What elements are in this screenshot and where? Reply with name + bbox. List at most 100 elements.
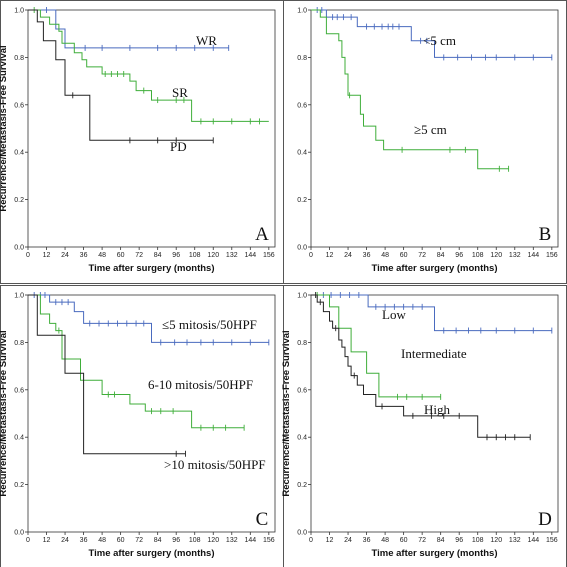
y-tick-label: 1.0: [297, 8, 307, 15]
survival-curve: [311, 294, 441, 398]
x-tick-label: 36: [80, 252, 88, 259]
x-tick-label: 12: [326, 252, 334, 259]
x-tick-label: 60: [400, 537, 408, 544]
series-label: ≥5 cm: [414, 122, 447, 137]
x-tick-label: 0: [26, 252, 30, 259]
x-tick-label: 60: [400, 252, 408, 259]
x-tick-label: 108: [472, 537, 484, 544]
x-tick-label: 144: [527, 537, 539, 544]
x-tick-label: 36: [363, 537, 371, 544]
x-axis-title: Time after surgery (months): [89, 548, 215, 559]
y-tick-label: 1.0: [297, 293, 307, 300]
x-tick-label: 144: [527, 252, 539, 259]
y-tick-label: 0.4: [297, 150, 307, 157]
y-tick-label: 0.6: [14, 387, 24, 394]
x-tick-label: 48: [98, 537, 106, 544]
y-tick-label: 0.2: [14, 197, 24, 204]
x-tick-label: 72: [418, 537, 426, 544]
y-tick-label: 0.8: [297, 55, 307, 62]
y-tick-label: 0.2: [297, 482, 307, 489]
panel-D: 0.0 0.2 0.4 0.6 0.8 1.0 0 12 24 36 48 60 72 84 96 108 12…: [281, 285, 567, 567]
survival-curve: [28, 294, 186, 455]
x-tick-label: 24: [61, 252, 69, 259]
x-tick-label: 36: [363, 252, 371, 259]
x-tick-label: 144: [244, 252, 256, 259]
y-axis-title: Recurrence/Metastasis-Free Survival: [0, 330, 9, 496]
x-tick-label: 36: [80, 537, 88, 544]
x-tick-label: 96: [172, 537, 180, 544]
y-axis-title: Recurrence/Metastasis-Free Survival: [281, 330, 292, 496]
y-tick-label: 0.8: [297, 340, 307, 347]
x-tick-label: 120: [207, 252, 219, 259]
x-axis-title: Time after surgery (months): [89, 263, 215, 274]
x-tick-label: 96: [455, 537, 463, 544]
x-tick-label: 108: [472, 252, 484, 259]
x-tick-label: 156: [546, 537, 558, 544]
y-tick-label: 0.0: [297, 245, 307, 252]
panel-A: 0.0 0.2 0.4 0.6 0.8 1.0 0 12 24 36 48 60 72 84 96 108 12…: [0, 0, 284, 284]
x-tick-label: 72: [135, 252, 143, 259]
survival-curve: [28, 9, 269, 122]
y-tick-label: 0.4: [14, 435, 24, 442]
series-black: [28, 9, 214, 144]
x-tick-label: 48: [381, 537, 389, 544]
series-label: High: [424, 402, 451, 417]
survival-curve: [311, 9, 509, 170]
x-tick-label: 84: [154, 537, 162, 544]
series-label: SR: [172, 85, 188, 100]
x-tick-label: 84: [437, 252, 445, 259]
series-label: <5 cm: [423, 33, 456, 48]
y-tick-label: 0.6: [297, 387, 307, 394]
x-tick-label: 120: [490, 252, 502, 259]
x-tick-label: 132: [509, 252, 521, 259]
panel-C: 0.0 0.2 0.4 0.6 0.8 1.0 0 12 24 36 48 60 72 84 96 108 12…: [0, 285, 284, 567]
y-tick-label: 1.0: [14, 293, 24, 300]
x-tick-label: 12: [43, 537, 51, 544]
x-tick-label: 132: [509, 537, 521, 544]
y-axis-title: Recurrence/Metastasis-Free Survival: [0, 45, 9, 211]
x-tick-label: 132: [226, 537, 238, 544]
series-green: [28, 7, 269, 125]
x-tick-label: 120: [490, 537, 502, 544]
plot-area: [27, 9, 276, 248]
x-tick-label: 0: [309, 252, 313, 259]
x-tick-label: 156: [263, 537, 275, 544]
plot-area: [27, 294, 276, 533]
y-tick-label: 0.8: [14, 55, 24, 62]
series-label: >10 mitosis/50HPF: [164, 457, 266, 472]
series-label: WR: [196, 33, 217, 48]
survival-curve: [311, 9, 552, 58]
survival-curve: [311, 294, 531, 438]
y-tick-label: 0.2: [14, 482, 24, 489]
series-label: Low: [382, 307, 406, 322]
series-black: [28, 294, 186, 457]
plot-area: [310, 9, 559, 248]
series-black: [311, 292, 531, 441]
panel-letter: B: [539, 224, 552, 245]
x-tick-label: 84: [154, 252, 162, 259]
x-tick-label: 48: [98, 252, 106, 259]
x-tick-label: 108: [189, 252, 201, 259]
x-tick-label: 72: [135, 537, 143, 544]
x-tick-label: 24: [344, 537, 352, 544]
x-tick-label: 0: [26, 537, 30, 544]
y-tick-label: 0.6: [14, 102, 24, 109]
y-tick-label: 0.0: [14, 530, 24, 537]
y-tick-label: 0.6: [297, 102, 307, 109]
series-blue: [311, 292, 553, 334]
survival-curve: [28, 9, 214, 141]
plot-area: [310, 294, 559, 533]
y-tick-label: 0.8: [14, 340, 24, 347]
y-tick-label: 0.0: [14, 245, 24, 252]
x-tick-label: 120: [207, 537, 219, 544]
series-label: 6-10 mitosis/50HPF: [148, 377, 253, 392]
y-tick-label: 0.4: [14, 150, 24, 157]
x-tick-label: 12: [43, 252, 51, 259]
panel-letter: D: [538, 509, 552, 530]
y-tick-label: 0.4: [297, 435, 307, 442]
x-tick-label: 60: [117, 252, 125, 259]
series-label: PD: [170, 139, 187, 154]
survival-curve: [28, 294, 245, 429]
y-tick-label: 0.2: [297, 197, 307, 204]
x-tick-label: 132: [226, 252, 238, 259]
